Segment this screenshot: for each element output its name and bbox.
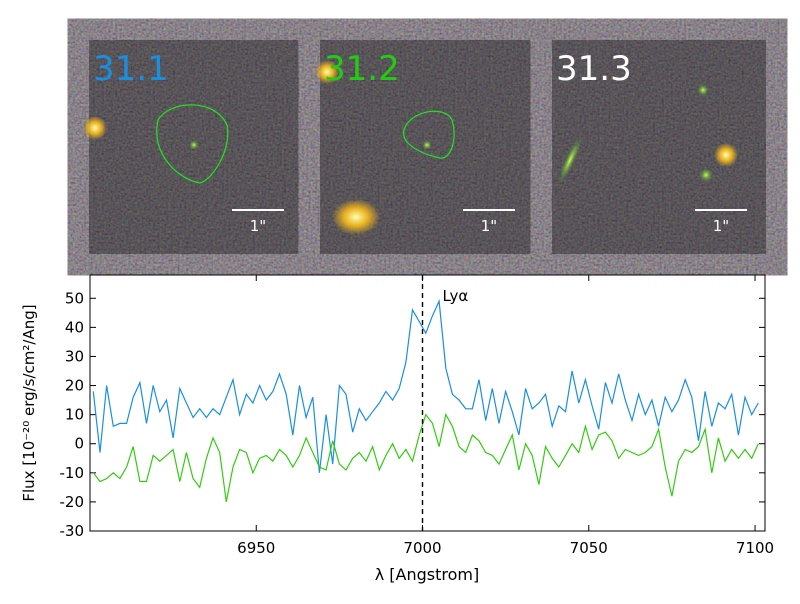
image-panel: 1" 31.2 [315,40,534,254]
image-panel: 1" 31.3 [552,40,766,254]
series-line [92,412,759,503]
y-tick-label: -10 [60,464,85,482]
x-tick-label: 7000 [403,539,441,557]
x-axis-label: λ [Angstrom] [375,565,480,584]
x-tick-label: 6950 [237,539,275,557]
y-tick-label: 50 [65,289,84,307]
y-tick-label: 0 [74,435,84,453]
y-tick-label: 40 [65,318,84,336]
y-tick-label: -20 [60,493,85,511]
plot-frame [89,274,766,532]
y-tick-label: -30 [60,522,85,540]
y-axis-label: Flux [10⁻²⁰ erg/s/cm²/Ang] [20,304,38,501]
image-panel: 1" 31.1 [83,40,303,254]
y-tick-label: 20 [65,377,84,395]
x-tick-label: 7050 [570,539,608,557]
x-tick-label: 7100 [736,539,774,557]
scale-label: 1" [250,217,266,235]
annotation-label: Lyα [443,287,469,305]
series-line [92,298,759,473]
panel-label: 31.2 [324,49,400,89]
panel-label: 31.3 [556,49,632,89]
y-tick-label: 10 [65,406,84,424]
y-tick-label: 30 [65,347,84,365]
panel-label: 31.1 [93,49,169,89]
scale-label: 1" [713,217,729,235]
scale-label: 1" [481,217,497,235]
